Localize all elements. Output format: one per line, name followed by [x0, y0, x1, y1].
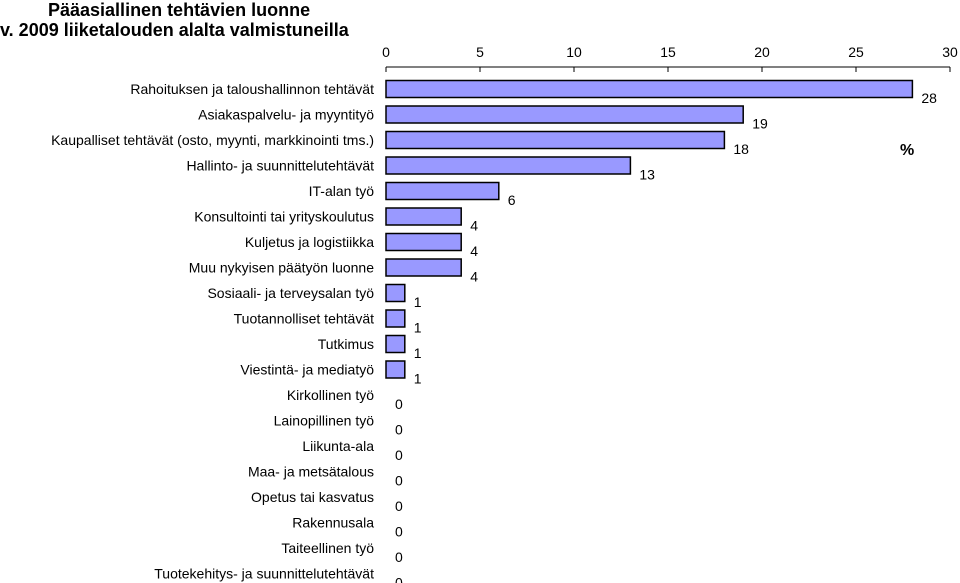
bar — [385, 207, 462, 226]
x-tick-label: 25 — [848, 44, 864, 60]
category-label: Kaupalliset tehtävät (osto, myynti, mark… — [51, 132, 374, 148]
category-label: Rahoituksen ja taloushallinnon tehtävät — [130, 81, 374, 97]
value-label: 13 — [639, 167, 655, 183]
bars — [385, 79, 914, 379]
x-tick-label: 15 — [660, 44, 676, 60]
value-label: 0 — [395, 549, 403, 565]
category-label: Asiakaspalvelu- ja myyntityö — [198, 107, 374, 123]
x-tick-label: 0 — [382, 44, 390, 60]
category-label: Konsultointi tai yrityskoulutus — [194, 209, 374, 225]
category-label: IT-alan työ — [309, 183, 375, 199]
value-label: 19 — [752, 116, 768, 132]
category-label: Taiteellinen työ — [281, 540, 374, 556]
value-label: 1 — [414, 320, 422, 336]
value-label: 6 — [508, 192, 516, 208]
x-tick-label: 10 — [566, 44, 582, 60]
value-label: 0 — [395, 396, 403, 412]
category-label: Tuotannolliset tehtävät — [234, 311, 374, 327]
category-label: Opetus tai kasvatus — [251, 489, 374, 505]
bar — [385, 79, 914, 99]
value-label: 4 — [470, 218, 478, 234]
chart-title-line-2: v. 2009 liiketalouden alalta valmistunei… — [0, 20, 349, 40]
category-label: Liikunta-ala — [302, 438, 374, 454]
category-label: Lainopillinen työ — [274, 413, 375, 429]
value-label: 4 — [470, 269, 478, 285]
value-label: 1 — [414, 294, 422, 310]
chart-title: Pääasiallinen tehtävien luonne v. 2009 l… — [0, 0, 349, 40]
value-label: 18 — [733, 141, 749, 157]
bar — [385, 130, 726, 150]
bar — [385, 258, 462, 277]
category-label: Sosiaali- ja terveysalan työ — [207, 285, 374, 301]
category-label: Viestintä- ja mediatyö — [240, 362, 374, 378]
category-label: Kirkollinen työ — [287, 387, 374, 403]
category-label: Tuotekehitys- ja suunnittelutehtävät — [154, 566, 374, 582]
category-label: Rakennusala — [292, 515, 374, 531]
value-label: 0 — [395, 473, 403, 489]
category-label: Maa- ja metsätalous — [248, 464, 374, 480]
x-tick-label: 20 — [754, 44, 770, 60]
x-tick-label: 5 — [476, 44, 484, 60]
bar — [385, 156, 632, 175]
category-label: Muu nykyisen päätyön luonne — [189, 260, 374, 276]
bar — [385, 334, 406, 354]
bar — [385, 283, 406, 303]
chart-title-line-1: Pääasiallinen tehtävien luonne — [48, 0, 311, 20]
unit-label: % — [900, 142, 914, 159]
x-tick-label: 30 — [942, 44, 958, 60]
value-label: 0 — [395, 422, 403, 438]
x-axis: 0 5 10 15 20 25 30 — [382, 44, 958, 72]
bar — [385, 181, 500, 201]
value-label: 4 — [470, 243, 478, 259]
bar — [385, 309, 406, 328]
value-label: 0 — [395, 524, 403, 540]
category-label: Kuljetus ja logistiikka — [245, 234, 374, 250]
category-label: Hallinto- ja suunnittelutehtävät — [186, 158, 374, 174]
value-label: 0 — [395, 575, 403, 583]
value-label: 0 — [395, 447, 403, 463]
bar — [385, 360, 406, 379]
category-labels: Rahoituksen ja taloushallinnon tehtävät A… — [51, 81, 374, 582]
bar — [385, 105, 744, 124]
value-label: 0 — [395, 498, 403, 514]
value-label: 1 — [414, 345, 422, 361]
category-label: Tutkimus — [318, 336, 374, 352]
value-label: 1 — [414, 371, 422, 387]
bar — [385, 232, 462, 252]
value-label: 28 — [921, 90, 937, 106]
